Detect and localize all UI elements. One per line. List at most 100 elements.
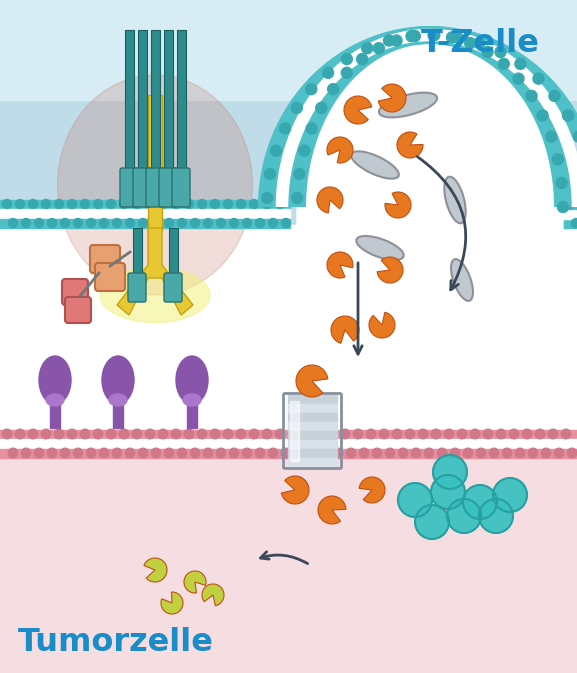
Circle shape bbox=[546, 131, 557, 142]
Circle shape bbox=[418, 429, 428, 439]
Bar bbox=[168, 228, 178, 288]
Ellipse shape bbox=[176, 356, 208, 404]
Circle shape bbox=[306, 83, 317, 95]
Circle shape bbox=[125, 448, 135, 458]
Circle shape bbox=[357, 54, 368, 65]
Circle shape bbox=[314, 429, 324, 439]
Circle shape bbox=[342, 67, 353, 78]
Bar bbox=[50, 390, 60, 428]
Ellipse shape bbox=[444, 177, 466, 223]
Circle shape bbox=[447, 499, 481, 533]
Circle shape bbox=[548, 429, 558, 439]
Circle shape bbox=[482, 46, 493, 57]
Circle shape bbox=[242, 448, 252, 458]
Circle shape bbox=[133, 199, 141, 209]
Circle shape bbox=[429, 30, 440, 40]
Circle shape bbox=[99, 219, 108, 227]
Circle shape bbox=[93, 199, 103, 209]
Circle shape bbox=[552, 154, 563, 165]
Ellipse shape bbox=[357, 236, 404, 260]
Circle shape bbox=[81, 199, 89, 209]
Circle shape bbox=[249, 429, 259, 439]
Circle shape bbox=[275, 199, 284, 209]
Circle shape bbox=[513, 73, 524, 84]
Circle shape bbox=[204, 219, 212, 227]
Circle shape bbox=[385, 448, 395, 458]
Circle shape bbox=[301, 429, 311, 439]
Circle shape bbox=[211, 199, 219, 209]
Wedge shape bbox=[317, 187, 343, 213]
Circle shape bbox=[190, 219, 200, 227]
Bar bbox=[0, 219, 290, 228]
Ellipse shape bbox=[351, 151, 399, 179]
Circle shape bbox=[216, 219, 226, 227]
Circle shape bbox=[119, 199, 129, 209]
Circle shape bbox=[223, 199, 233, 209]
Circle shape bbox=[554, 448, 564, 458]
Bar bbox=[151, 30, 159, 200]
Circle shape bbox=[54, 429, 64, 439]
FancyBboxPatch shape bbox=[172, 168, 190, 207]
Text: Tumorzelle: Tumorzelle bbox=[18, 627, 214, 658]
Wedge shape bbox=[331, 316, 359, 343]
Circle shape bbox=[152, 219, 160, 227]
FancyBboxPatch shape bbox=[65, 297, 91, 323]
Bar bbox=[0, 209, 290, 219]
Circle shape bbox=[185, 199, 193, 209]
Circle shape bbox=[21, 219, 31, 227]
Circle shape bbox=[483, 429, 493, 439]
Circle shape bbox=[433, 455, 467, 489]
Circle shape bbox=[294, 448, 304, 458]
Circle shape bbox=[353, 429, 363, 439]
Circle shape bbox=[67, 429, 77, 439]
Circle shape bbox=[431, 429, 441, 439]
Circle shape bbox=[197, 429, 207, 439]
Circle shape bbox=[574, 131, 577, 142]
Circle shape bbox=[236, 429, 246, 439]
Circle shape bbox=[229, 448, 239, 458]
Circle shape bbox=[406, 30, 417, 42]
Circle shape bbox=[557, 201, 568, 213]
Circle shape bbox=[21, 448, 31, 458]
FancyBboxPatch shape bbox=[128, 273, 146, 302]
Circle shape bbox=[145, 199, 155, 209]
Circle shape bbox=[16, 199, 24, 209]
Circle shape bbox=[457, 429, 467, 439]
Circle shape bbox=[323, 67, 334, 78]
Circle shape bbox=[73, 448, 83, 458]
Circle shape bbox=[359, 448, 369, 458]
Circle shape bbox=[541, 448, 551, 458]
Circle shape bbox=[373, 43, 384, 54]
Wedge shape bbox=[377, 257, 403, 283]
Circle shape bbox=[549, 90, 560, 102]
Wedge shape bbox=[397, 132, 423, 158]
Circle shape bbox=[479, 499, 513, 533]
Circle shape bbox=[61, 219, 69, 227]
Circle shape bbox=[119, 429, 129, 439]
Circle shape bbox=[437, 448, 447, 458]
Circle shape bbox=[328, 83, 339, 95]
Circle shape bbox=[533, 73, 544, 84]
Bar bbox=[125, 30, 133, 200]
Text: T-Zelle: T-Zelle bbox=[421, 28, 540, 59]
Circle shape bbox=[262, 192, 273, 203]
Wedge shape bbox=[327, 252, 353, 278]
Circle shape bbox=[493, 478, 527, 512]
Bar bbox=[288, 413, 337, 421]
FancyBboxPatch shape bbox=[62, 279, 88, 305]
Circle shape bbox=[256, 219, 264, 227]
Wedge shape bbox=[379, 84, 406, 112]
Circle shape bbox=[35, 219, 43, 227]
Circle shape bbox=[138, 219, 148, 227]
Circle shape bbox=[28, 429, 38, 439]
Bar bbox=[288, 449, 337, 457]
Bar bbox=[0, 200, 290, 209]
Circle shape bbox=[86, 448, 96, 458]
Circle shape bbox=[107, 199, 115, 209]
Ellipse shape bbox=[451, 259, 473, 301]
Circle shape bbox=[230, 219, 238, 227]
Circle shape bbox=[431, 475, 465, 509]
Circle shape bbox=[47, 448, 57, 458]
FancyBboxPatch shape bbox=[120, 168, 138, 207]
Bar bbox=[290, 401, 299, 461]
